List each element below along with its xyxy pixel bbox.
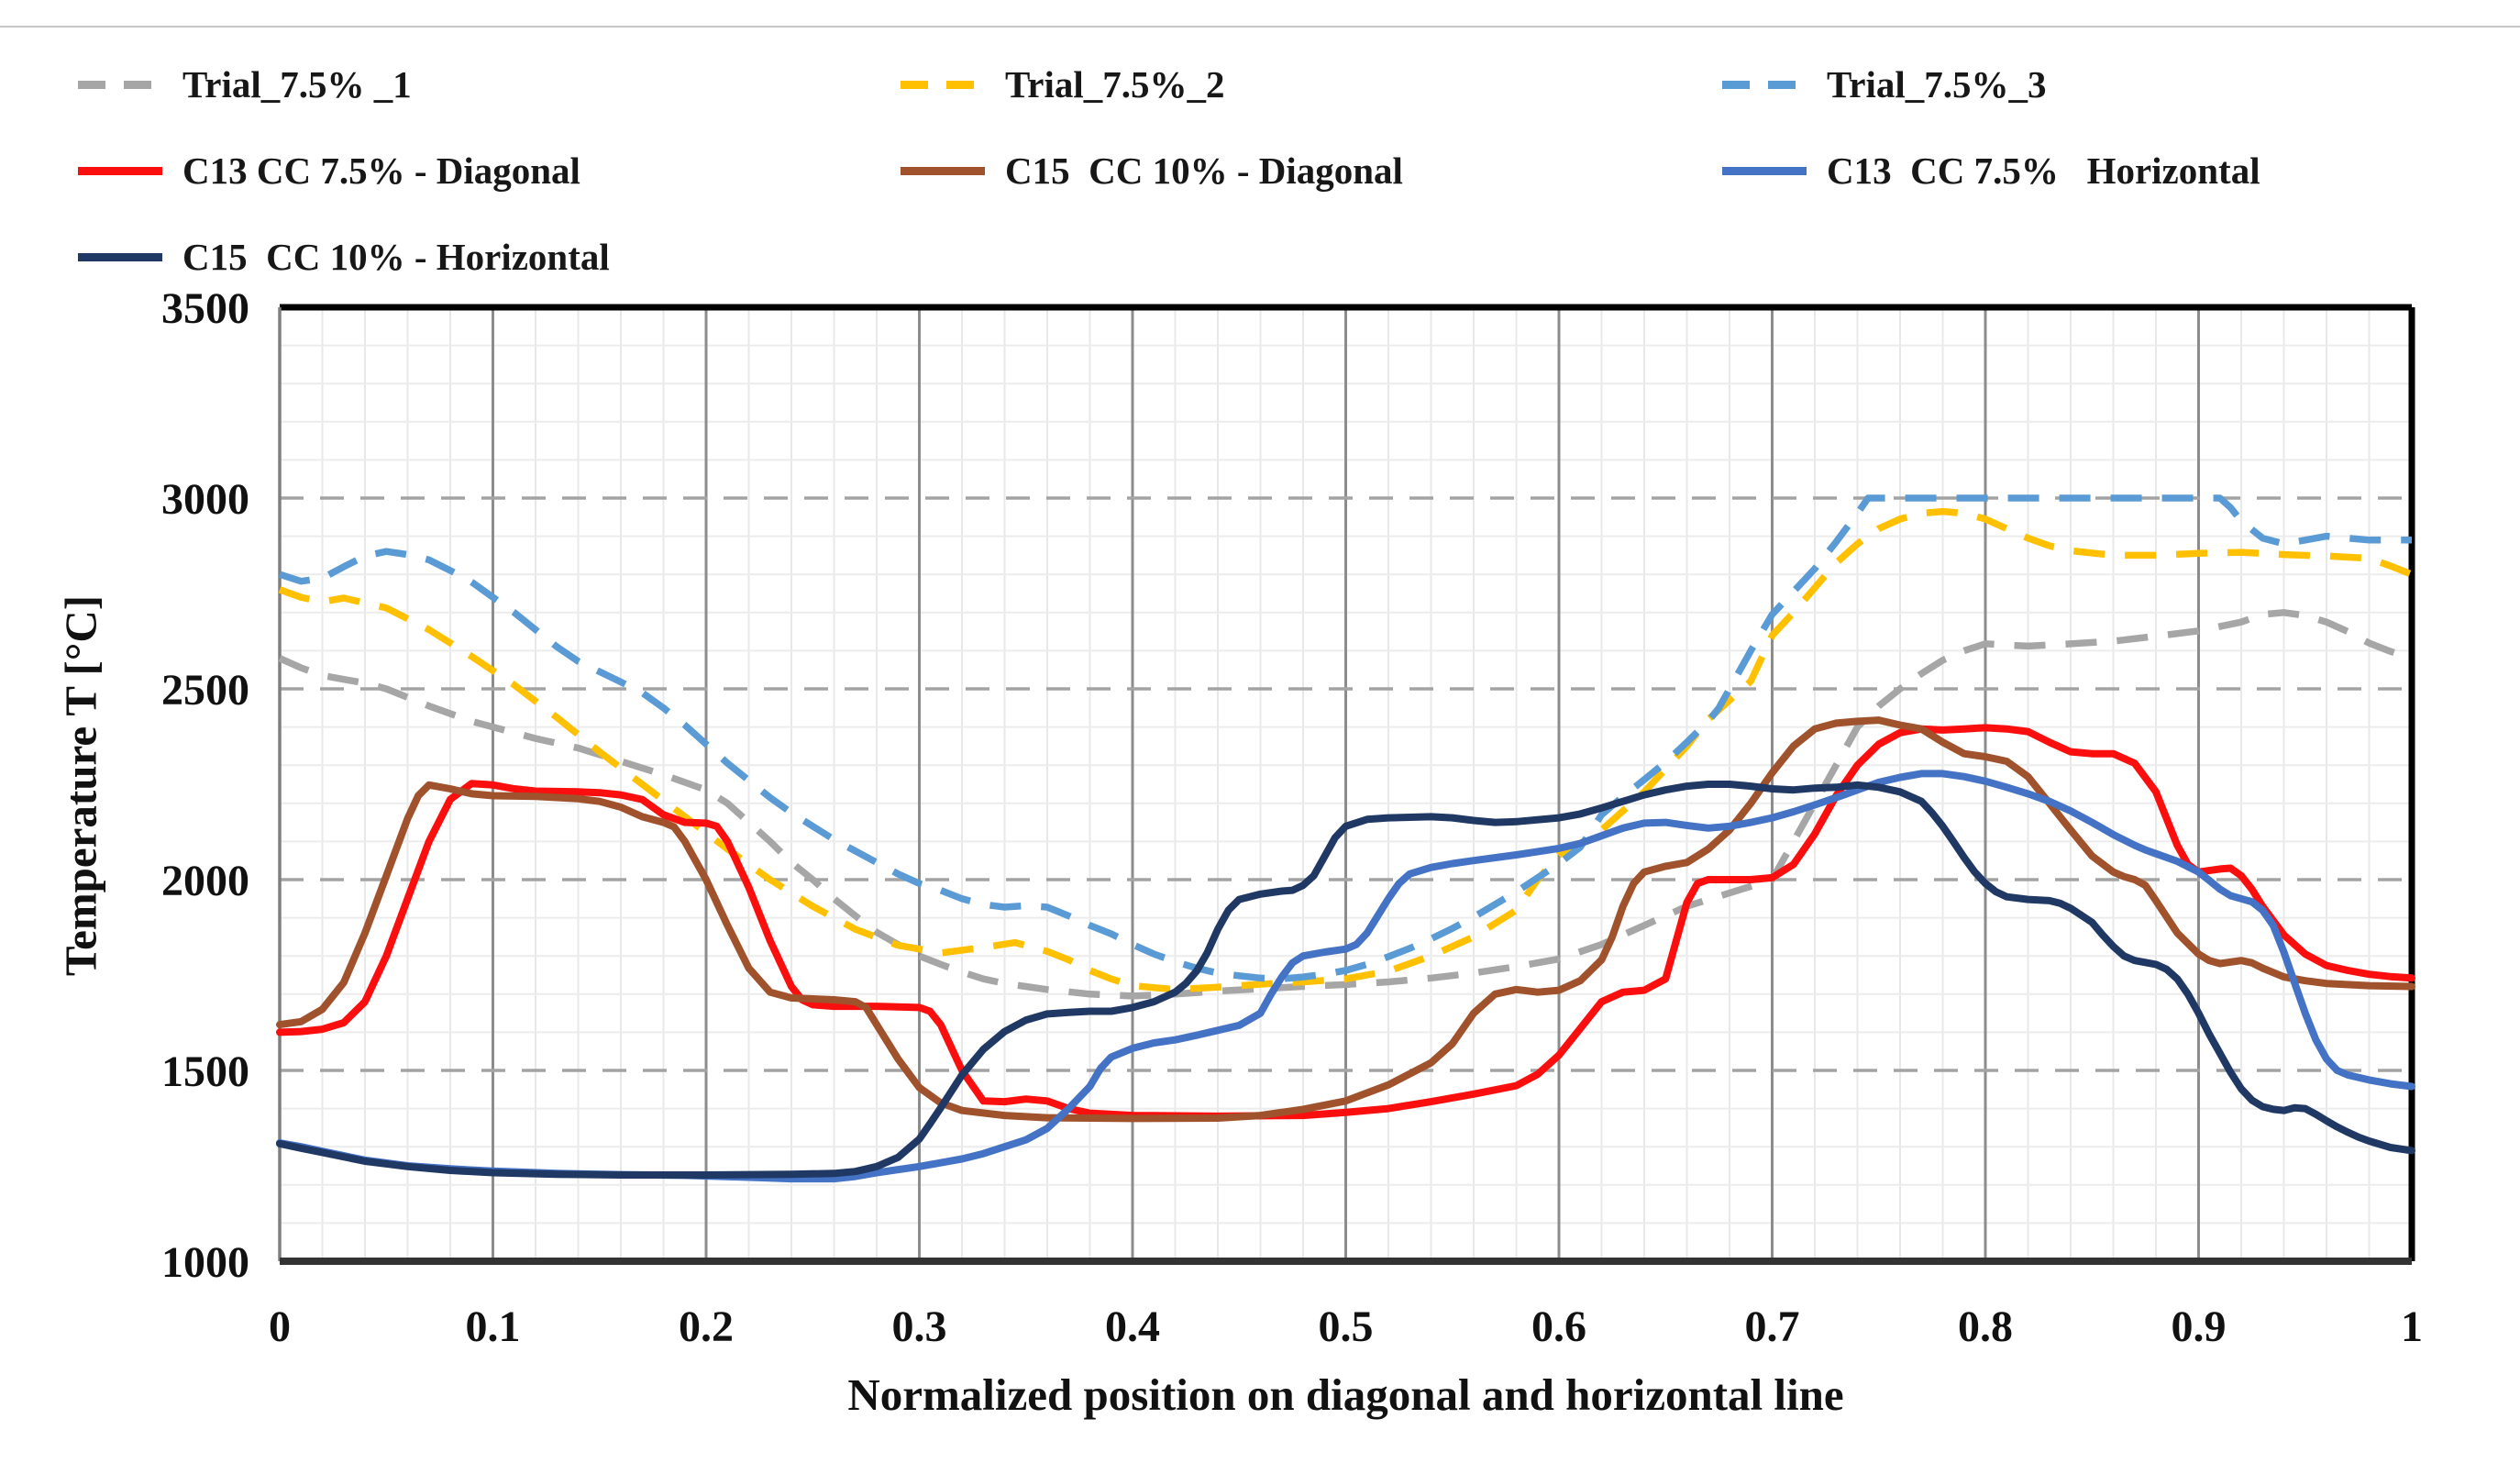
legend-label: C15 CC 10% - Horizontal [182, 236, 610, 278]
x-tick-label: 0.1 [466, 1302, 521, 1351]
x-tick-label: 0 [269, 1302, 291, 1351]
x-axis-title: Normalized position on diagonal and hori… [847, 1369, 1844, 1420]
legend-label: C15 CC 10% - Diagonal [1005, 150, 1403, 192]
x-tick-label: 0.2 [679, 1302, 734, 1351]
x-tick-label: 0.8 [1958, 1302, 2013, 1351]
legend-item: C15 CC 10% - Diagonal [901, 143, 1403, 198]
x-tick-label: 0.3 [892, 1302, 947, 1351]
series-line-6 [276, 770, 2415, 1183]
series-line-5 [276, 716, 2415, 1123]
series-line-3 [278, 494, 2412, 982]
legend-item: Trial_7.5%_2 [901, 57, 1225, 112]
legend-line-swatch [78, 252, 162, 261]
legend-line-swatch [78, 80, 162, 89]
x-tick-label: 0.7 [1745, 1302, 1800, 1351]
legend-label: Trial_7.5%_2 [1005, 63, 1225, 105]
y-tick-label: 3000 [161, 475, 249, 524]
legend-item: C15 CC 10% - Horizontal [78, 229, 610, 284]
y-axis-title: Temperature T [°C] [55, 594, 106, 977]
legend-line-swatch [1722, 80, 1807, 89]
x-tick-label: 0.9 [2172, 1302, 2227, 1351]
y-tick-label: 2500 [161, 666, 249, 715]
legend-label: Trial_7.5%_3 [1827, 63, 2047, 105]
x-tick-label: 1 [2401, 1302, 2423, 1351]
top-divider-line [0, 26, 2520, 28]
legend-line-swatch [1722, 166, 1807, 175]
legend-item: C13 CC 7.5% - Diagonal [78, 143, 580, 198]
legend-line-swatch [901, 80, 985, 89]
y-tick-label: 3500 [161, 284, 249, 333]
legend-label: C13 CC 7.5% Horizontal [1827, 150, 2260, 192]
y-tick-label: 2000 [161, 857, 249, 905]
y-tick-label: 1500 [161, 1047, 249, 1096]
legend-line-swatch [901, 166, 985, 175]
legend-line-swatch [78, 166, 162, 175]
series-line-4 [276, 724, 2415, 1120]
legend: Trial_7.5% _1 Trial_7.5%_2 Trial_7.5%_3 C13… [0, 37, 2520, 294]
legend-label: C13 CC 7.5% - Diagonal [182, 150, 580, 192]
y-tick-label: 1000 [161, 1238, 249, 1287]
legend-label: Trial_7.5% _1 [182, 63, 412, 105]
series-line-1 [278, 609, 2414, 1000]
legend-item: Trial_7.5% _1 [78, 57, 412, 112]
x-tick-label: 0.4 [1105, 1302, 1160, 1351]
x-tick-label: 0.5 [1319, 1302, 1374, 1351]
series-line-7 [276, 781, 2415, 1179]
legend-item: C13 CC 7.5% Horizontal [1722, 143, 2260, 198]
legend-item: Trial_7.5%_3 [1722, 57, 2047, 112]
x-tick-label: 0.6 [1531, 1302, 1586, 1351]
